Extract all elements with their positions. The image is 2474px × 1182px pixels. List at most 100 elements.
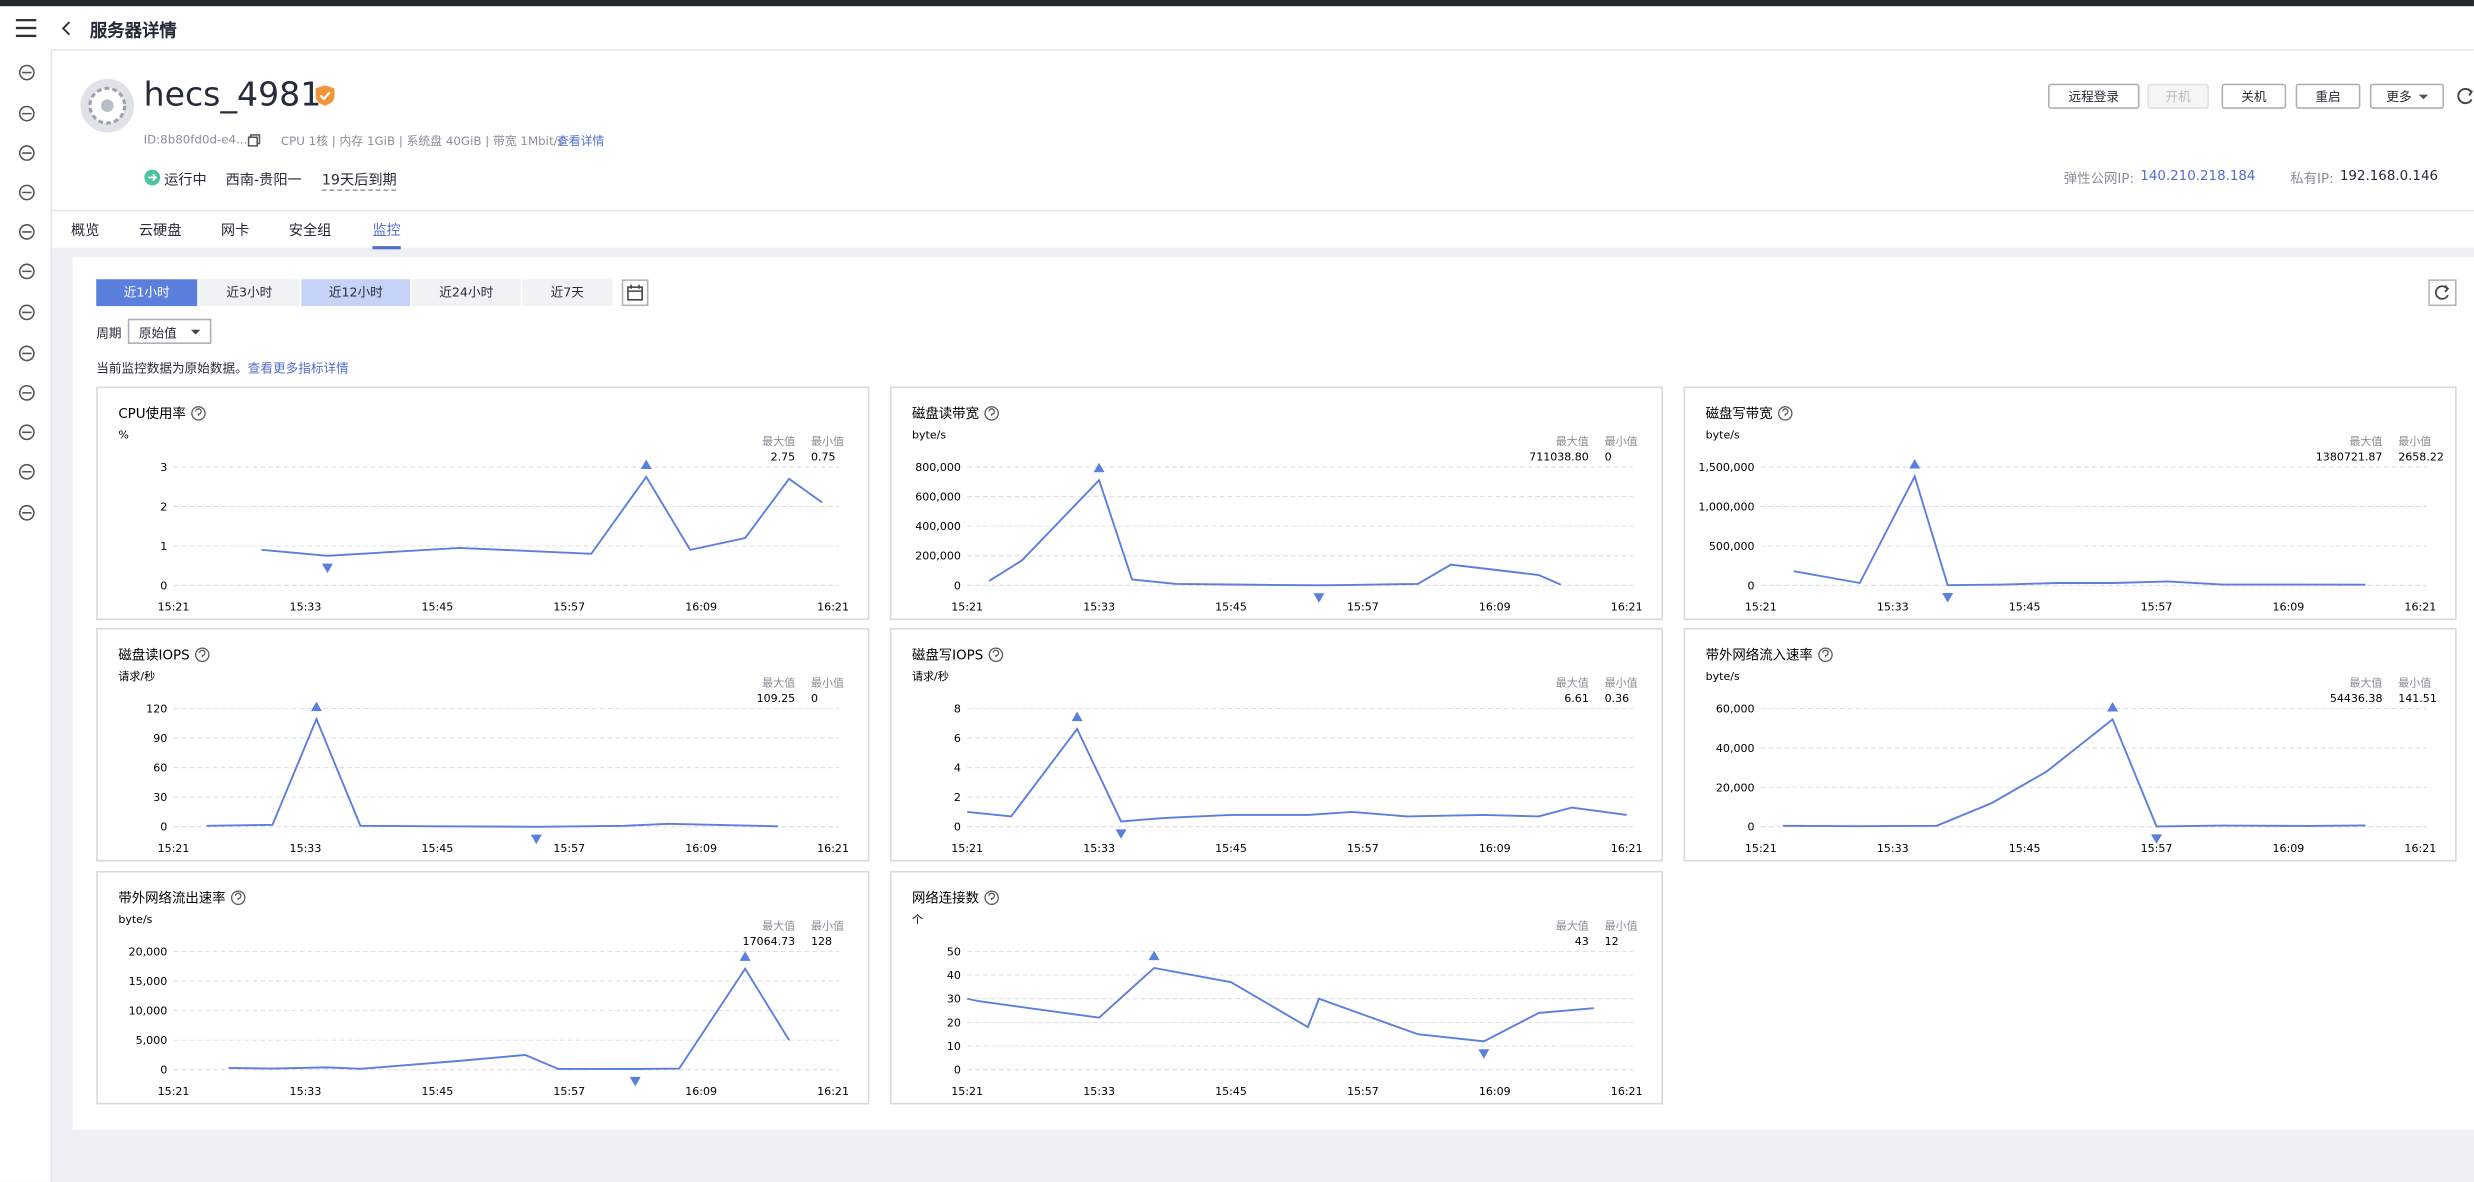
tab[interactable]: 概览 — [71, 224, 100, 240]
nav-icon[interactable] — [17, 262, 36, 281]
min-marker — [1313, 593, 1325, 603]
x-tick-label: 16:09 — [1479, 842, 1511, 855]
y-tick-label: 6 — [954, 732, 961, 745]
x-tick-label: 15:45 — [421, 1085, 453, 1098]
min-marker — [629, 1076, 641, 1087]
server-id: ID:8b80fd0d-e4... — [143, 132, 248, 147]
eip-label: 弹性公网IP: — [2063, 171, 2134, 188]
nav-icon[interactable] — [17, 63, 36, 82]
y-tick-label: 30 — [947, 993, 961, 1006]
nav-icon[interactable] — [17, 503, 36, 522]
tab[interactable]: 监控 — [372, 219, 401, 250]
min-label: 最小值 — [811, 435, 844, 448]
help-icon — [191, 406, 206, 421]
back-icon[interactable] — [60, 21, 73, 37]
chart-title: 带外网络流出速率 — [118, 890, 225, 907]
y-tick-label: 0 — [954, 1064, 961, 1077]
action-button[interactable]: 开机 — [2147, 83, 2209, 109]
y-tick-label: 20,000 — [1716, 781, 1755, 794]
max-marker — [1909, 459, 1921, 469]
x-tick-label: 16:09 — [2273, 842, 2305, 855]
nav-icon[interactable] — [17, 383, 36, 402]
max-value: 2.75 — [771, 451, 796, 464]
nav-icon[interactable] — [17, 423, 36, 442]
calendar-button[interactable] — [621, 279, 649, 307]
region: 西南-贵阳一 — [225, 173, 302, 190]
x-tick-label: 15:57 — [1347, 601, 1379, 614]
menu-icon[interactable] — [15, 18, 38, 38]
note-link[interactable]: 查看更多指标详情 — [247, 361, 349, 376]
eip[interactable]: 140.210.218.184 — [2140, 168, 2256, 185]
y-tick-label: 200,000 — [915, 550, 961, 563]
help-icon — [1818, 647, 1833, 663]
x-tick-label: 16:09 — [2273, 601, 2305, 614]
action-button[interactable]: 关机 — [2221, 83, 2287, 109]
x-tick-label: 16:09 — [1479, 601, 1511, 614]
x-tick-label: 15:45 — [2009, 842, 2041, 855]
unit: 请求/秒 — [912, 669, 949, 683]
panel-refresh[interactable] — [2428, 279, 2457, 307]
y-tick-label: 0 — [1747, 579, 1754, 592]
nav-icon[interactable] — [17, 222, 36, 241]
server-logo — [80, 78, 135, 133]
chart-title: 磁盘读IOPS — [118, 647, 189, 664]
nav-icon[interactable] — [17, 183, 36, 202]
x-tick-label: 16:21 — [817, 601, 849, 614]
x-tick-label: 15:21 — [158, 842, 190, 855]
tab[interactable]: 云硬盘 — [138, 224, 182, 240]
chart: 磁盘写带宽 byte/s 最大值 1380721.87 最小值 2658.22 0 500,0… — [1698, 405, 2444, 614]
nav-icon[interactable] — [17, 462, 36, 481]
copy-icon[interactable] — [247, 134, 261, 147]
help-icon — [984, 890, 999, 906]
y-tick-label: 0 — [160, 1064, 167, 1077]
nav-icon[interactable] — [17, 344, 36, 363]
x-tick-label: 15:33 — [1083, 1085, 1115, 1098]
data-line — [228, 967, 790, 1070]
action-button[interactable]: 重启 — [2295, 83, 2361, 109]
refresh-icon[interactable] — [2457, 87, 2474, 106]
x-tick-label: 16:21 — [817, 1085, 849, 1098]
max-label: 最大值 — [2349, 434, 2382, 448]
status: 运行中 — [164, 173, 207, 190]
x-tick-label: 15:33 — [1877, 842, 1909, 855]
min-value: 12 — [1605, 935, 1619, 948]
time-range[interactable]: 近3小时 — [198, 279, 300, 307]
unit: 请求/秒 — [118, 669, 155, 683]
nav-icon[interactable] — [17, 104, 36, 123]
period-select[interactable]: 原始值 — [127, 318, 212, 344]
x-tick-label: 15:57 — [2141, 601, 2173, 614]
chart-title: 网络连接数 — [912, 890, 980, 907]
time-range[interactable]: 近24小时 — [411, 279, 521, 307]
help-icon — [230, 890, 246, 906]
data-line — [967, 727, 1627, 823]
x-tick-label: 16:21 — [2404, 842, 2436, 855]
help-icon — [1778, 406, 1793, 421]
tab[interactable]: 安全组 — [288, 224, 332, 240]
y-tick-label: 120 — [146, 702, 167, 715]
tab-bar: 概览 云硬盘 网卡 安全组 监控 — [52, 209, 2474, 250]
x-tick-label: 15:21 — [1745, 601, 1777, 614]
max-marker — [640, 459, 652, 470]
period-label: 周期 — [96, 326, 122, 341]
unit: byte/s — [1706, 670, 1740, 683]
x-tick-label: 16:09 — [685, 1085, 717, 1098]
time-range[interactable]: 近7天 — [522, 279, 613, 307]
nav-icon[interactable] — [17, 144, 36, 163]
y-tick-label: 10 — [947, 1040, 961, 1053]
header: 服务器详情 — [0, 6, 2474, 51]
chart-card: 带外网络流入速率 byte/s 最大值 54436.38 最小值 141.51 0 20,00… — [1683, 627, 2457, 862]
tab[interactable]: 网卡 — [220, 224, 250, 240]
note-text: 当前监控数据为原始数据。 — [96, 361, 248, 376]
time-range[interactable]: 近1小时 — [96, 279, 198, 307]
expiry[interactable]: 19天后到期 — [321, 169, 397, 191]
nav-icon[interactable] — [17, 303, 36, 322]
time-range[interactable]: 近12小时 — [301, 279, 411, 307]
y-tick-label: 0 — [160, 821, 167, 834]
action-button[interactable]: 远程登录 — [2047, 83, 2140, 109]
action-button[interactable]: 更多 — [2369, 83, 2445, 109]
help-icon-mark — [988, 892, 995, 901]
help-icon-mark — [988, 408, 995, 416]
specs-link[interactable]: 查看详情 — [556, 134, 605, 149]
chart-title: 磁盘写带宽 — [1706, 405, 1773, 422]
